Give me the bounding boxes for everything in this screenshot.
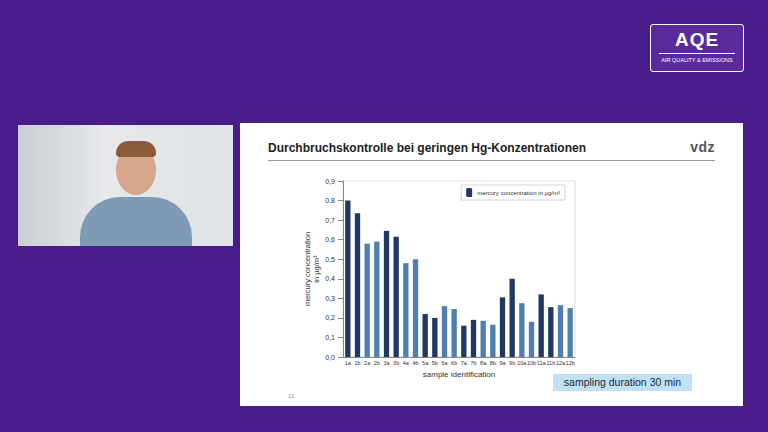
html-text:11: 11 xyxy=(288,393,295,399)
svg-text:9a: 9a xyxy=(499,360,506,366)
svg-text:0,9: 0,9 xyxy=(325,178,335,185)
svg-text:4a: 4a xyxy=(403,360,410,366)
svg-text:11a: 11a xyxy=(537,360,547,366)
svg-text:mercury concentration in µg/m³: mercury concentration in µg/m³ xyxy=(477,190,560,196)
svg-text:0,6: 0,6 xyxy=(325,236,335,243)
svg-text:3b: 3b xyxy=(393,360,399,366)
svg-text:7b: 7b xyxy=(470,360,476,366)
html-text:vdz: vdz xyxy=(690,139,715,155)
svg-text:0,8: 0,8 xyxy=(325,197,335,204)
html-text:sampling duration 30 min: sampling duration 30 min xyxy=(563,376,682,388)
svg-text:0,0: 0,0 xyxy=(325,354,335,361)
svg-text:12a: 12a xyxy=(556,360,566,366)
svg-text:3a: 3a xyxy=(383,360,390,366)
svg-text:sample identification: sample identification xyxy=(423,370,495,379)
svg-text:6a: 6a xyxy=(441,360,448,366)
svg-text:4b: 4b xyxy=(412,360,418,366)
svg-text:5a: 5a xyxy=(422,360,429,366)
svg-text:0,5: 0,5 xyxy=(325,256,335,263)
svg-text:1b: 1b xyxy=(354,360,360,366)
html-text:Durchbruchskontrolle bei gerin: Durchbruchskontrolle bei geringen Hg-Kon… xyxy=(268,141,586,155)
html-text:AIR QUALITY & EMISSIONS: AIR QUALITY & EMISSIONS xyxy=(661,57,733,63)
svg-text:11b: 11b xyxy=(546,360,555,366)
svg-text:6b: 6b xyxy=(451,360,457,366)
svg-text:10a: 10a xyxy=(517,360,527,366)
svg-text:7a: 7a xyxy=(461,360,468,366)
svg-text:9b: 9b xyxy=(509,360,515,366)
svg-text:0,2: 0,2 xyxy=(325,314,335,321)
svg-text:8a: 8a xyxy=(480,360,487,366)
svg-text:0,1: 0,1 xyxy=(325,334,335,341)
svg-text:12b: 12b xyxy=(566,360,575,366)
svg-text:2a: 2a xyxy=(364,360,371,366)
svg-text:in µg/m³: in µg/m³ xyxy=(312,255,321,283)
svg-text:8b: 8b xyxy=(490,360,496,366)
svg-text:10b: 10b xyxy=(527,360,536,366)
svg-text:5b: 5b xyxy=(432,360,438,366)
svg-text:mercury concentration: mercury concentration xyxy=(303,232,312,306)
svg-text:0,4: 0,4 xyxy=(325,275,335,282)
svg-text:0,3: 0,3 xyxy=(325,295,335,302)
svg-text:2b: 2b xyxy=(374,360,380,366)
svg-text:0,7: 0,7 xyxy=(325,217,335,224)
html-text:AQE: AQE xyxy=(674,29,720,50)
svg-text:1a: 1a xyxy=(345,360,352,366)
